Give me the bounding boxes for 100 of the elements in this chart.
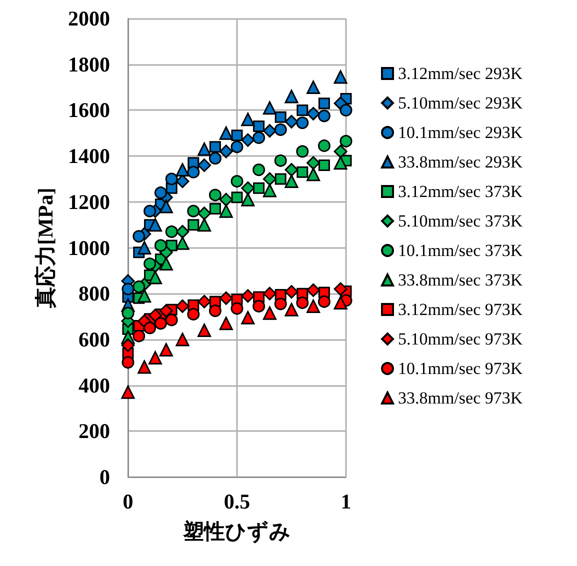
point	[219, 316, 233, 330]
legend-label: 3.12mm/sec 973K	[398, 300, 524, 319]
point	[219, 126, 233, 140]
y-tick-label: 2000	[68, 6, 110, 30]
y-tick-label: 800	[78, 282, 110, 306]
point	[318, 159, 330, 171]
legend-label: 5.10mm/sec 293K	[398, 94, 524, 112]
legend-label: 5.10mm/sec 973K	[398, 330, 524, 348]
point	[154, 317, 167, 330]
point	[159, 304, 173, 318]
point	[274, 298, 287, 310]
point	[241, 310, 255, 324]
point	[274, 111, 286, 123]
point	[284, 285, 298, 299]
point	[165, 314, 178, 326]
point	[219, 291, 233, 305]
point	[138, 360, 152, 374]
x-tick-label: 1	[340, 490, 352, 514]
point	[252, 131, 266, 144]
point	[144, 204, 156, 218]
point	[176, 174, 190, 188]
point	[188, 219, 200, 231]
point	[176, 236, 190, 250]
point	[334, 156, 348, 170]
point	[262, 101, 276, 115]
point	[262, 172, 276, 186]
point	[231, 192, 243, 204]
point	[334, 70, 348, 84]
point	[231, 130, 243, 142]
y-tick-label: 200	[78, 419, 110, 444]
y-tick-label: 1400	[68, 144, 110, 168]
point	[176, 299, 190, 313]
point	[296, 116, 309, 130]
y-tick-label: 1600	[68, 98, 110, 122]
point	[122, 306, 134, 320]
point	[253, 182, 265, 194]
legend-label: 33.8mm/sec 293K	[398, 152, 524, 172]
point	[187, 204, 200, 218]
point	[241, 181, 255, 195]
point	[306, 168, 320, 182]
point	[138, 289, 152, 303]
point	[306, 80, 320, 94]
point	[187, 308, 200, 320]
point	[284, 174, 298, 188]
point	[306, 106, 320, 120]
point	[274, 123, 287, 136]
point	[230, 302, 244, 315]
point	[132, 280, 146, 293]
point	[209, 141, 221, 153]
point	[241, 133, 255, 147]
y-axis-title: 真応力[MPa]	[34, 188, 58, 309]
point	[296, 166, 308, 178]
point	[252, 164, 266, 176]
point	[318, 295, 330, 308]
point	[306, 283, 320, 297]
point	[159, 257, 173, 271]
point	[198, 142, 212, 156]
legend-label: 10.1mm/sec 973K	[398, 359, 524, 378]
point	[148, 270, 162, 284]
point	[144, 322, 156, 334]
point	[132, 230, 146, 243]
point	[253, 120, 265, 132]
point	[334, 282, 348, 296]
point	[138, 241, 152, 254]
point	[274, 154, 287, 167]
point	[121, 385, 135, 399]
point	[159, 200, 173, 214]
point	[241, 112, 255, 126]
point	[284, 114, 298, 128]
y-tick-label: 0	[100, 465, 110, 489]
point	[334, 144, 348, 158]
x-tick-label: 0	[122, 490, 134, 514]
point	[165, 172, 178, 186]
point	[296, 296, 309, 310]
point	[198, 324, 212, 338]
point	[306, 299, 320, 313]
point	[176, 224, 190, 238]
y-tick-label: 400	[78, 373, 110, 398]
point	[165, 225, 178, 238]
x-axis-title: 塑性ひずみ	[182, 520, 291, 544]
point	[296, 104, 308, 116]
point	[230, 175, 244, 188]
y-tick-label: 1200	[68, 190, 110, 214]
y-tick-label: 1000	[68, 236, 110, 260]
point	[208, 304, 222, 318]
point	[262, 184, 276, 198]
point	[159, 343, 173, 357]
point	[241, 192, 255, 206]
point	[208, 188, 222, 202]
point	[122, 356, 134, 369]
point	[219, 192, 233, 206]
point	[154, 186, 167, 199]
legend-label: 3.12mm/sec 293K	[398, 64, 524, 83]
point	[219, 144, 233, 158]
point	[132, 330, 146, 342]
point	[306, 156, 320, 170]
point	[176, 163, 190, 177]
legend-label: 5.10mm/sec 373K	[398, 212, 524, 230]
point	[340, 134, 352, 148]
x-tick-label: 0.5	[224, 490, 250, 514]
